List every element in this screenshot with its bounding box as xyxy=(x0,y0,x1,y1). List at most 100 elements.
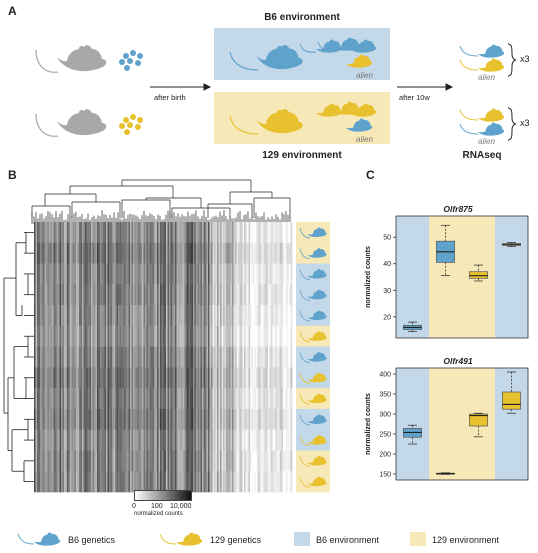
heatmap-cell xyxy=(50,429,53,451)
heatmap-cell xyxy=(164,325,167,347)
heatmap-cell xyxy=(220,388,222,410)
heatmap-cell xyxy=(253,222,255,244)
gray-mouse-icon xyxy=(57,45,107,72)
b6-mother-mouse-icon xyxy=(256,45,303,70)
heatmap-cell xyxy=(68,263,71,285)
heatmap-cell xyxy=(155,242,158,264)
heatmap-cell xyxy=(241,263,243,285)
heatmap-cell xyxy=(281,471,284,493)
heatmap-cell xyxy=(104,388,107,410)
heatmap-cell xyxy=(212,325,215,347)
heatmap-cell xyxy=(203,408,206,430)
heatmap-cell xyxy=(122,388,125,410)
heatmap-cell xyxy=(238,242,240,264)
heatmap-cell xyxy=(244,284,246,306)
b6-genetics-icon xyxy=(34,532,61,546)
heatmap-cell xyxy=(67,346,69,368)
heatmap-cell xyxy=(166,222,168,244)
heatmap-cell xyxy=(239,429,242,451)
heatmap-cell xyxy=(103,429,105,451)
heatmap-cell xyxy=(115,242,117,264)
heatmap-cell xyxy=(43,408,45,430)
heatmap-cell xyxy=(260,346,263,368)
heatmap-cell xyxy=(122,367,125,389)
heatmap-cell xyxy=(86,242,89,264)
heatmap-cell xyxy=(226,388,228,410)
heatmap-cell xyxy=(101,242,104,264)
heatmap-cell xyxy=(215,222,218,244)
heatmap-cell xyxy=(155,367,158,389)
heatmap-cell xyxy=(215,471,218,493)
heatmap-cell xyxy=(190,222,192,244)
heatmap-cell xyxy=(176,222,179,244)
heatmap-cell xyxy=(274,263,276,285)
heatmap-cell xyxy=(137,305,140,327)
heatmap-cell xyxy=(191,346,194,368)
heatmap-cell xyxy=(149,408,152,430)
heatmap-cell xyxy=(62,305,65,327)
heatmap-cell xyxy=(179,388,182,410)
heatmap-cell xyxy=(127,263,129,285)
heatmap-cell xyxy=(76,367,78,389)
heatmap-cell xyxy=(40,367,42,389)
heatmap-cell xyxy=(164,450,167,472)
heatmap-cell xyxy=(76,263,78,285)
heatmap-cell xyxy=(149,450,152,472)
heatmap-cell xyxy=(136,263,138,285)
heatmap-cell xyxy=(230,429,233,451)
heatmap-cell xyxy=(208,284,210,306)
heatmap-cell xyxy=(53,305,56,327)
heatmap-cell xyxy=(34,284,36,306)
heatmap-cell xyxy=(56,222,59,244)
heatmap-cell xyxy=(184,346,186,368)
heatmap-cell xyxy=(169,305,171,327)
heatmap-cell xyxy=(232,388,234,410)
heatmap-cell xyxy=(38,305,41,327)
heatmap-cell xyxy=(55,450,57,472)
heatmap-cell xyxy=(202,346,204,368)
heatmap-cell xyxy=(59,388,62,410)
heatmap-cell xyxy=(77,450,80,472)
heatmap-cell xyxy=(38,450,41,472)
heatmap-cell xyxy=(118,325,120,347)
heatmap-cell xyxy=(160,388,162,410)
heatmap-cell xyxy=(248,346,251,368)
heatmap-cell xyxy=(140,325,143,347)
heatmap-cell xyxy=(133,408,135,430)
heatmap-cell xyxy=(230,367,233,389)
heatmap-cell xyxy=(245,388,248,410)
heatmap-cell xyxy=(83,429,86,451)
heatmap-cell xyxy=(125,450,128,472)
heatmap-cell xyxy=(287,450,290,472)
heatmap-cell xyxy=(254,388,257,410)
heatmap-cell xyxy=(227,450,230,472)
heatmap-cell xyxy=(40,408,42,430)
heatmap-cell xyxy=(184,325,186,347)
heatmap-cell xyxy=(172,346,174,368)
heatmap-cell xyxy=(86,429,89,451)
heatmap-cell xyxy=(118,263,120,285)
heatmap-cell xyxy=(200,222,203,244)
heatmap-cell xyxy=(116,367,119,389)
heatmap-cell xyxy=(172,408,174,430)
heatmap-cell xyxy=(290,388,293,410)
heatmap-cell xyxy=(271,325,273,347)
heatmap-cell xyxy=(146,242,149,264)
heatmap-cell xyxy=(217,429,219,451)
heatmap-cell xyxy=(184,429,186,451)
heatmap-cell xyxy=(289,346,291,368)
heatmap-cell xyxy=(80,305,83,327)
heatmap-cell xyxy=(289,388,291,410)
heatmap-cell xyxy=(62,242,65,264)
heatmap-cell xyxy=(155,388,158,410)
heatmap-cell xyxy=(130,242,132,264)
heatmap-cell xyxy=(211,471,213,493)
heatmap-cell xyxy=(41,388,44,410)
heatmap-cell xyxy=(179,346,182,368)
heatmap-cell xyxy=(242,242,245,264)
heatmap-cell xyxy=(49,388,51,410)
heatmap-cell xyxy=(115,305,117,327)
strip-sample-8 xyxy=(296,388,330,410)
heatmap-cell xyxy=(205,263,207,285)
heatmap-cell xyxy=(250,242,252,264)
